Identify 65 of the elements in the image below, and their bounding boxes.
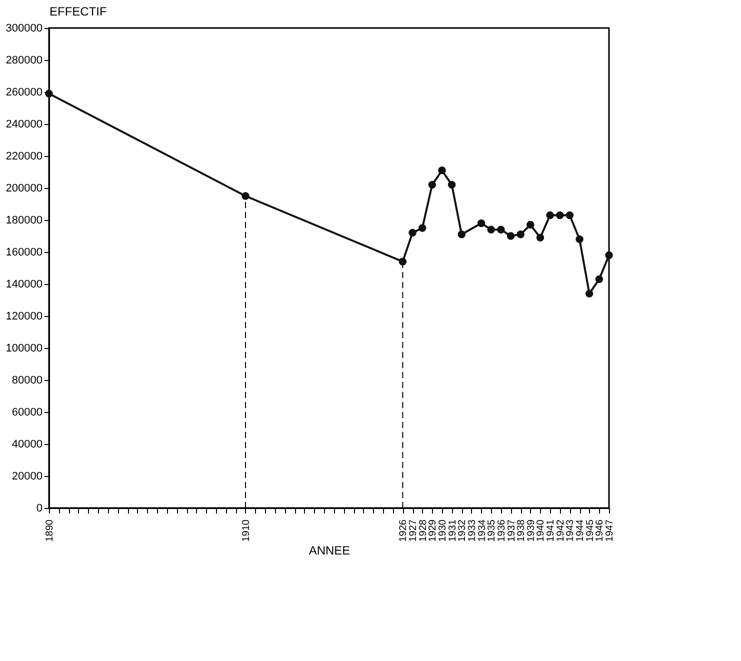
point [242, 192, 250, 200]
x-tick-label: 1931 [447, 519, 458, 542]
y-tick-label: 20000 [12, 470, 42, 482]
y-tick-label: 40000 [12, 438, 42, 450]
point [448, 180, 456, 189]
x-tick-label: 1947 [604, 519, 616, 542]
x-tick-label: 1910 [240, 519, 252, 542]
y-tick-label: 100000 [6, 342, 42, 354]
x-tick-label: 1934 [476, 519, 488, 542]
point [418, 224, 426, 232]
x-tick-label: 1927 [408, 519, 420, 542]
point [595, 275, 604, 284]
y-tick-label: 0 [36, 502, 42, 514]
x-tick-label: 1929 [428, 519, 439, 542]
point [487, 226, 495, 234]
x-tick-label: 1943 [565, 519, 576, 542]
y-tick-label: 220000 [6, 150, 42, 162]
point [546, 211, 554, 220]
point [428, 180, 436, 189]
y-tick-label: 180000 [6, 214, 42, 226]
y-tick-label: 140000 [6, 278, 42, 290]
point [526, 220, 534, 229]
point [516, 230, 524, 238]
x-tick-label: 1890 [44, 519, 56, 542]
y-tick-label: 120000 [6, 310, 42, 322]
point [458, 230, 466, 238]
point [398, 258, 407, 266]
y-tick-label: 280000 [6, 54, 42, 66]
point [438, 166, 446, 174]
y-tick-label: 60000 [12, 406, 42, 418]
point [576, 235, 584, 244]
point [45, 90, 53, 98]
x-tick-label: 1942 [555, 519, 566, 542]
x-tick-label: 1936 [496, 519, 508, 542]
x-tick-label: 1937 [506, 519, 518, 542]
point [506, 232, 515, 240]
x-tick-label: 1939 [526, 519, 537, 542]
point [408, 228, 416, 237]
x-tick-label: 1940 [536, 519, 547, 542]
y-tick-label: 260000 [6, 86, 42, 98]
point [605, 251, 613, 260]
point [566, 211, 574, 220]
point [477, 219, 486, 228]
y-tick-label: 300000 [6, 22, 42, 34]
x-axis-title: ANNEE [308, 544, 350, 558]
point [497, 226, 505, 234]
y-tick-label: 160000 [6, 246, 42, 258]
point [536, 234, 544, 242]
x-tick-label: 1928 [418, 519, 429, 542]
y-tick-label: 80000 [12, 374, 42, 386]
x-tick-label: 1946 [594, 519, 606, 542]
x-tick-label: 1930 [437, 519, 448, 542]
x-tick-label: 1932 [457, 519, 468, 542]
point [556, 211, 564, 220]
x-tick-label: 1933 [466, 519, 478, 542]
y-tick-label: 240000 [6, 118, 42, 130]
y-tick-label: 200000 [6, 182, 42, 194]
x-tick-label: 1944 [575, 519, 586, 542]
y-axis-title: EFFECTIF [50, 4, 107, 18]
point [585, 290, 594, 298]
x-tick-label: 1945 [584, 519, 596, 542]
x-tick-label: 1935 [486, 519, 498, 542]
x-tick-label: 1938 [516, 519, 528, 542]
x-tick-label: 1926 [398, 519, 410, 542]
x-tick-label: 1941 [546, 519, 557, 542]
